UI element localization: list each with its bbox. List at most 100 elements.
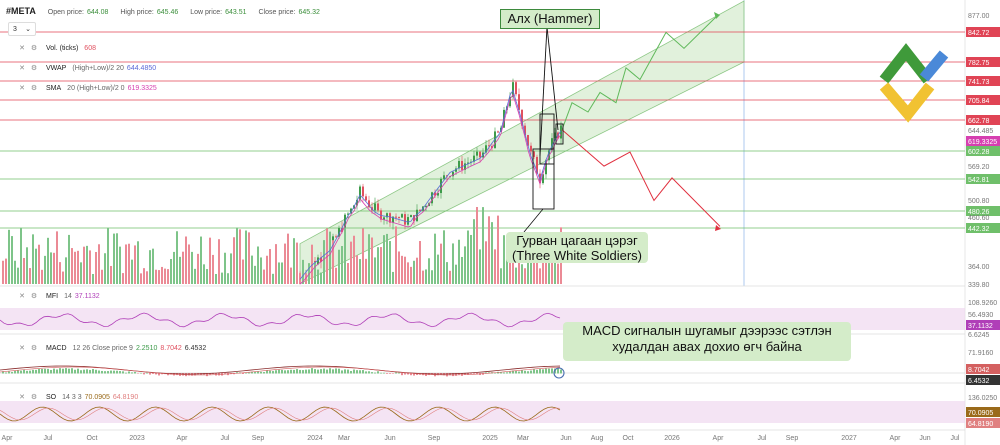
macd-histogram-bar [293,369,295,374]
volume-bar [338,249,340,284]
volume-bar [551,256,553,284]
indicator-row-sma[interactable]: ✕ ⚙ SMA 20 (High+Low)/2 0 619.3325 [0,81,157,95]
gear-icon[interactable]: ⚙ [30,345,38,352]
volume-bar [326,228,328,284]
indicator-row-mfi[interactable]: ✕ ⚙ MFI 14 37.1132 [0,289,100,303]
candle [389,213,391,223]
macd-histogram-bar [77,368,79,374]
indicator-row-macd[interactable]: ✕ ⚙ MACD 12 26 Close price 9 2.2510 8.704… [0,341,206,355]
macd-histogram-bar [110,370,112,374]
volume-bar [89,250,91,284]
volume-bar [464,246,466,284]
macd-histogram-bar [119,371,121,374]
volume-bar [428,258,430,284]
macd-histogram-bar [281,369,283,374]
gear-icon[interactable]: ⚙ [30,45,38,52]
time-tick-label: Apr [713,435,725,442]
volume-bar [281,262,283,284]
time-tick-label: Mar [517,435,530,442]
macd-histogram-bar [383,372,385,374]
macd-histogram-bar [470,373,472,374]
indicator-value-1: 2.2510 [135,344,158,352]
time-tick-label: 2024 [307,435,323,442]
volume-bar [545,245,547,284]
indicator-value: 37.1132 [74,292,100,300]
candle [344,214,346,232]
close-icon[interactable]: ✕ [19,85,25,92]
macd-histogram-bar [155,373,157,375]
candle [452,171,454,177]
indicator-row-vol[interactable]: ✕ ⚙ Vol. (ticks) 608 [0,41,96,55]
volume-bar [5,258,7,284]
volume-bar [80,262,82,284]
so-d-tag: 64.8190 [968,421,993,428]
indicator-row-so[interactable]: ✕ ⚙ SO 14 3 3 70.0905 64.8190 [0,390,138,404]
resistance-price-tag-bg [966,76,1000,86]
time-tick-label: 2026 [664,435,680,442]
candle [461,160,463,170]
support-price-tag: 602.28 [968,149,990,156]
indicator-value-3: 6.4532 [184,344,207,352]
macd-histogram-bar [104,371,106,374]
gear-icon[interactable]: ⚙ [30,85,38,92]
sma-line [299,93,562,285]
indicator-row-vwap[interactable]: ✕ ⚙ VWAP (High+Low)/2 20 644.4850 [0,61,156,75]
macd-histogram-bar [515,370,517,374]
volume-bar [251,255,253,284]
macd-histogram-bar [374,372,376,374]
macd-histogram-bar [134,372,136,374]
candle [356,199,358,206]
volume-bar [491,222,493,284]
volume-bar [59,262,61,284]
time-tick-label: Oct [623,435,634,442]
open-label: Open price: [47,9,84,16]
candle [440,178,442,194]
price-tick-label: 460.60 [968,215,990,222]
macd-histogram-bar [314,369,316,374]
candle [335,236,337,238]
macd-histogram-bar [341,370,343,374]
layout-dropdown[interactable]: 3 ⌄ [8,22,36,36]
indicator-panes [0,308,965,423]
volume-bar [269,249,271,284]
close-icon[interactable]: ✕ [19,293,25,300]
indicator-name: Vol. (ticks) [46,44,79,52]
volume-bar [107,227,109,284]
close-icon[interactable]: ✕ [19,345,25,352]
candle [416,209,418,222]
time-tick-label: Oct [87,435,98,442]
candle [542,174,544,184]
volume-bar [188,244,190,284]
macd-histogram-bar [263,372,265,374]
candle [374,203,376,211]
volume-bar [44,255,46,284]
soldiers-pointer [523,208,544,233]
gear-icon[interactable]: ⚙ [30,394,38,401]
macd-histogram-bar [506,372,508,374]
volume-bar [233,237,235,284]
volume-bar [194,268,196,284]
macd-callout: MACD сигналын шугамыг дээрээс сэтлэн худ… [563,322,851,361]
volume-bar [236,227,238,284]
macd-histogram-bar [401,373,403,376]
volume-bar [467,230,469,284]
macd-histogram-bar [26,370,28,374]
gear-icon[interactable]: ⚙ [30,293,38,300]
so-d-line [0,407,561,421]
time-tick-label: Apr [890,435,902,442]
close-icon[interactable]: ✕ [19,45,25,52]
close-icon[interactable]: ✕ [19,394,25,401]
mfi-tick: 108.9260 [968,300,997,307]
macd-histogram-bar [68,368,70,374]
close-icon[interactable]: ✕ [19,65,25,72]
macd-histogram-bar [158,373,160,376]
indicator-value-2: 64.8190 [112,393,139,401]
macd-histogram-bar [86,369,88,374]
volume-bar [413,260,415,284]
candle [473,155,475,162]
gear-icon[interactable]: ⚙ [30,65,38,72]
macd-histogram-bar [392,373,394,374]
price-tick-label: 500.80 [968,198,990,205]
resistance-price-tag: 705.84 [968,98,990,105]
